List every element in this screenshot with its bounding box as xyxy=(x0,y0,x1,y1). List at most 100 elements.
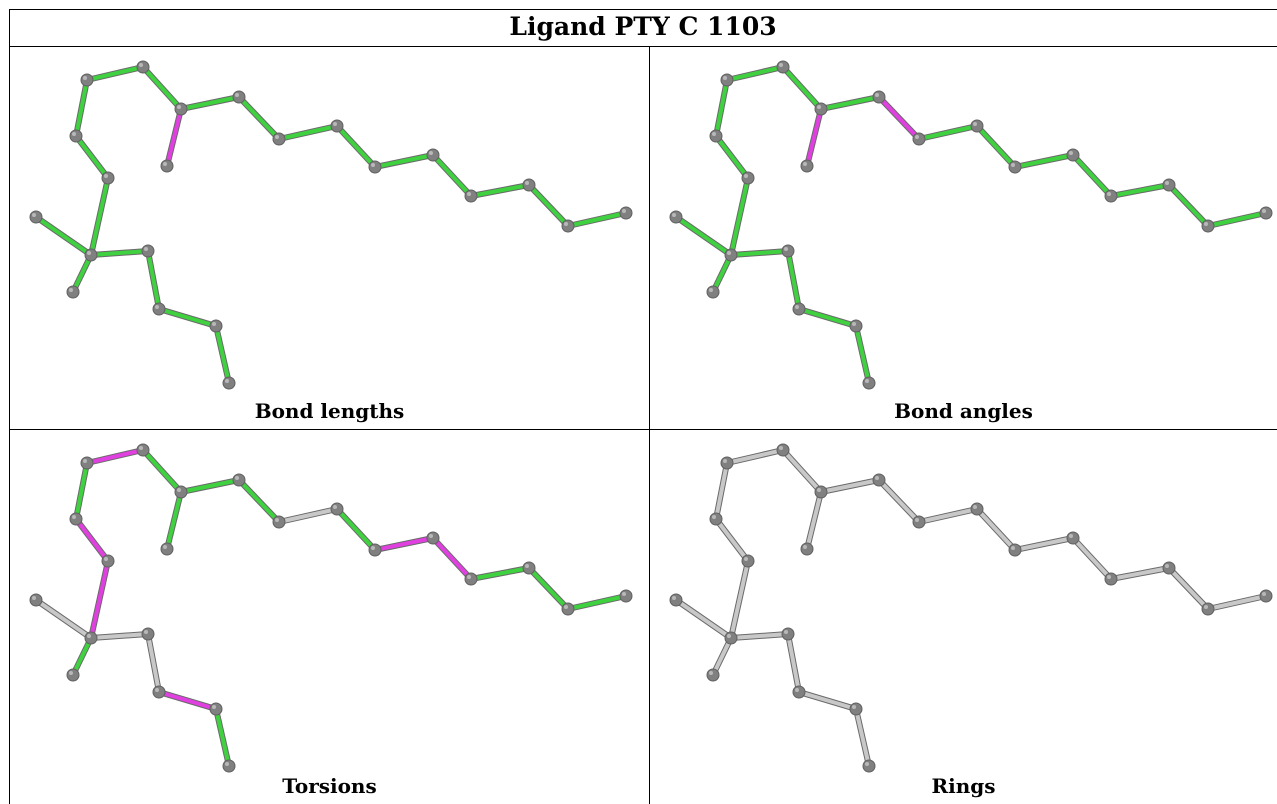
atom xyxy=(222,759,236,773)
atom-highlight xyxy=(915,135,919,139)
atom xyxy=(814,102,828,116)
atom-highlight xyxy=(83,76,87,80)
atom xyxy=(101,554,115,568)
atom-highlight xyxy=(727,634,731,638)
bond xyxy=(141,448,183,494)
bond xyxy=(89,632,150,640)
atom-highlight xyxy=(69,288,73,292)
atom-highlight xyxy=(1011,163,1015,167)
atom-highlight xyxy=(723,459,727,463)
atom xyxy=(464,572,478,586)
atom-highlight xyxy=(525,181,529,185)
atom-highlight xyxy=(744,174,748,178)
atom-highlight xyxy=(104,557,108,561)
caption-rings: Rings xyxy=(931,774,996,798)
atom xyxy=(209,702,223,716)
atom xyxy=(849,702,863,716)
atom xyxy=(706,668,720,682)
bond xyxy=(674,598,733,640)
atom xyxy=(80,456,94,470)
bond xyxy=(877,95,921,141)
bond xyxy=(277,507,339,524)
atom xyxy=(912,515,926,529)
bond xyxy=(179,478,241,494)
atom-highlight xyxy=(144,630,148,634)
atom xyxy=(69,129,83,143)
atom xyxy=(84,631,98,645)
atom-highlight xyxy=(1107,575,1111,579)
atom xyxy=(152,302,166,316)
atom xyxy=(706,285,720,299)
atom-highlight xyxy=(144,247,148,251)
bond xyxy=(74,461,89,521)
bond xyxy=(34,215,93,257)
atom xyxy=(174,102,188,116)
atom-highlight xyxy=(784,630,788,634)
bond xyxy=(214,324,231,385)
atom xyxy=(1008,160,1022,174)
atom xyxy=(1104,572,1118,586)
atom xyxy=(1201,602,1215,616)
atom-highlight xyxy=(225,379,229,383)
atom-highlight xyxy=(333,122,337,126)
atom-highlight xyxy=(333,505,337,509)
atom xyxy=(136,60,150,74)
caption-torsions: Torsions xyxy=(282,774,377,798)
atom-highlight xyxy=(672,213,676,217)
atom xyxy=(368,543,382,557)
atom-highlight xyxy=(1262,209,1266,213)
atom-highlight xyxy=(155,305,159,309)
atom-highlight xyxy=(727,251,731,255)
bond xyxy=(1109,183,1171,198)
bond xyxy=(714,461,729,521)
bond xyxy=(729,559,750,640)
atom-highlight xyxy=(564,222,568,226)
atom-highlight xyxy=(32,213,36,217)
bond xyxy=(729,176,750,257)
atom-highlight xyxy=(467,192,471,196)
atom-highlight xyxy=(1165,181,1169,185)
atom xyxy=(669,593,683,607)
atom-highlight xyxy=(973,122,977,126)
figure-frame: Ligand PTY C 1103 Bond lengths Bond angl… xyxy=(9,9,1277,804)
bond xyxy=(786,632,801,694)
atom-highlight xyxy=(779,63,783,67)
atom xyxy=(1259,206,1273,220)
bond xyxy=(1206,594,1268,611)
atom-highlight xyxy=(69,671,73,675)
atom xyxy=(160,159,174,173)
bond xyxy=(335,507,377,552)
atom xyxy=(272,515,286,529)
atom-highlight xyxy=(744,557,748,561)
bond xyxy=(725,65,785,82)
atom-highlight xyxy=(163,162,167,166)
atom xyxy=(1104,189,1118,203)
atom xyxy=(69,512,83,526)
bond xyxy=(179,95,241,111)
atom-highlight xyxy=(852,705,856,709)
bond xyxy=(157,690,218,711)
bond xyxy=(877,478,921,524)
bond xyxy=(1206,211,1268,228)
bond xyxy=(819,478,881,494)
atom xyxy=(970,119,984,133)
atom xyxy=(66,285,80,299)
atom-highlight xyxy=(1069,534,1073,538)
atom xyxy=(464,189,478,203)
bond xyxy=(165,107,183,168)
atom-highlight xyxy=(177,105,181,109)
atom xyxy=(232,90,246,104)
atom-highlight xyxy=(1262,592,1266,596)
atom-highlight xyxy=(1204,605,1208,609)
atom xyxy=(800,542,814,556)
atom-highlight xyxy=(865,762,869,766)
bond xyxy=(854,707,871,768)
bond xyxy=(729,632,790,640)
atom xyxy=(101,171,115,185)
atom xyxy=(800,159,814,173)
bond xyxy=(74,134,110,180)
panel-torsions: Torsions xyxy=(10,430,649,804)
bond xyxy=(527,183,570,228)
bond xyxy=(711,253,733,294)
bond xyxy=(165,490,183,551)
